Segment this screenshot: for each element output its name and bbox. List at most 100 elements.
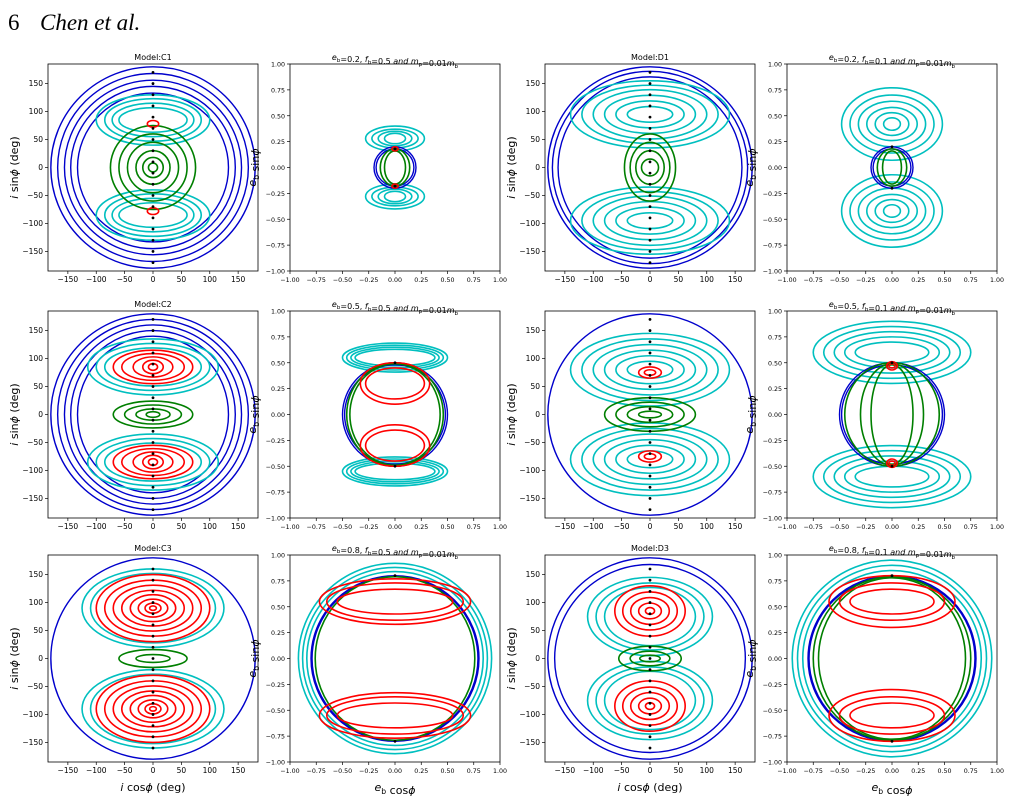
y-tick-label: −0.50 [266, 708, 285, 715]
y-tick-label: −0.75 [763, 243, 782, 250]
contour-cyan [840, 173, 944, 248]
equilibrium-point [151, 418, 155, 422]
x-axis-label: eb cosϕ [375, 781, 416, 796]
contour-blue [63, 79, 243, 256]
equilibrium-point [151, 171, 155, 175]
x-tick-label: 1.00 [990, 277, 1004, 284]
subplot-7: −150 −100 −50 0 50 100 150 −150 −100 −50 0 50 100 150… [505, 310, 756, 531]
contour-blue [375, 148, 415, 187]
equilibrium-point [151, 452, 155, 456]
equilibrium-point [393, 184, 397, 188]
y-tick-label: 0.75 [271, 87, 285, 94]
y-tick-label: 0 [38, 163, 43, 172]
y-tick-label: 0.25 [271, 386, 285, 393]
plot-area [50, 557, 256, 760]
contour-red [129, 593, 177, 623]
y-tick-label: 150 [29, 326, 44, 335]
contour-green [135, 653, 171, 664]
x-tick-label: 0 [648, 275, 653, 284]
equilibrium-point [151, 115, 155, 119]
equilibrium-point [393, 739, 397, 743]
equilibrium-point [648, 104, 652, 108]
equilibrium-point [393, 574, 397, 578]
x-tick-label: 0.00 [885, 524, 899, 531]
equilibrium-point [648, 485, 652, 489]
equilibrium-point [890, 361, 894, 365]
plot-area [547, 557, 753, 760]
y-axis-label: eb sinϕ [743, 395, 759, 433]
subplot-8: −1.00 −0.75 −0.50 −0.25 0.00 0.25 0.50 0.75 1.00… [743, 300, 1004, 531]
y-tick-label: 0 [38, 410, 43, 419]
contour-blue [63, 324, 243, 505]
x-tick-label: 0.25 [911, 277, 925, 284]
plot-area [341, 342, 449, 487]
y-tick-label: 100 [526, 598, 541, 607]
contour-green [876, 148, 908, 187]
contour-red [144, 703, 162, 715]
contour-cyan [89, 572, 217, 644]
y-tick-label: 50 [530, 135, 540, 144]
equilibrium-point [648, 70, 652, 74]
y-tick-label: 0.00 [271, 165, 285, 172]
contour-cyan [111, 102, 195, 138]
equilibrium-point [648, 429, 652, 433]
equilibrium-point [648, 578, 652, 582]
equilibrium-point [151, 589, 155, 593]
contour-blue [547, 66, 753, 269]
x-tick-label: −150 [58, 275, 79, 284]
equilibrium-point [648, 250, 652, 253]
y-tick-label: −50 [27, 438, 43, 447]
contour-cyan [581, 427, 719, 491]
contour-cyan [882, 203, 902, 218]
x-tick-label: −0.25 [856, 524, 875, 531]
contour-cyan [581, 338, 719, 402]
contour-cyan [833, 330, 951, 374]
y-tick-label: −0.50 [763, 464, 782, 471]
x-tick-label: 0.25 [414, 524, 428, 531]
contour-red [849, 588, 935, 615]
subplot-title: eb=0.5, fb=0.5 and mp=0.01mb [332, 300, 459, 317]
y-axis-label: eb sinϕ [246, 639, 262, 677]
contour-red [364, 367, 426, 400]
x-tick-label: −50 [614, 275, 630, 284]
page-authors: Chen et al. [40, 10, 141, 35]
y-tick-label: −0.75 [763, 490, 782, 497]
x-tick-label: 1.00 [493, 524, 507, 531]
y-tick-label: 150 [526, 570, 541, 579]
contour-green [629, 650, 671, 667]
x-tick-label: 0.50 [440, 277, 454, 284]
equilibrium-point [151, 508, 155, 512]
y-tick-label: −0.50 [266, 217, 285, 224]
y-tick-label: −0.50 [266, 464, 285, 471]
equilibrium-point [648, 351, 652, 355]
contour-cyan [849, 181, 935, 241]
equilibrium-point [151, 713, 155, 716]
x-tick-label: 0 [151, 766, 156, 775]
y-tick-label: −50 [524, 682, 540, 691]
equilibrium-point [151, 340, 155, 344]
equilibrium-point [648, 205, 652, 209]
plot-area [50, 313, 256, 516]
y-axis-label: eb sinϕ [743, 148, 759, 186]
x-tick-label: 100 [700, 766, 715, 775]
subplot-5: −150 −100 −50 0 50 100 150 −150 −100 −50 0 50 100 150… [8, 300, 259, 531]
y-tick-label: 0 [535, 163, 540, 172]
contour-red [849, 702, 935, 729]
equilibrium-point [648, 690, 652, 694]
plot-area [297, 562, 493, 755]
x-tick-label: −1.00 [280, 524, 299, 531]
x-tick-label: −100 [583, 522, 604, 531]
subplot-title: Model:C1 [134, 53, 171, 62]
x-tick-label: −0.75 [804, 277, 823, 284]
y-tick-label: 0.25 [768, 630, 782, 637]
x-tick-label: 0 [151, 275, 156, 284]
subplot-title: eb=0.2, fb=0.5 and mp=0.01mb [332, 53, 459, 70]
contour-green [638, 654, 662, 663]
contour-cyan [354, 462, 436, 481]
plot-area [840, 87, 944, 248]
contour-cyan [86, 433, 220, 491]
y-tick-label: 0.00 [271, 412, 285, 419]
x-tick-label: −0.25 [856, 768, 875, 775]
contour-blue [547, 557, 753, 760]
equilibrium-point [648, 261, 652, 265]
